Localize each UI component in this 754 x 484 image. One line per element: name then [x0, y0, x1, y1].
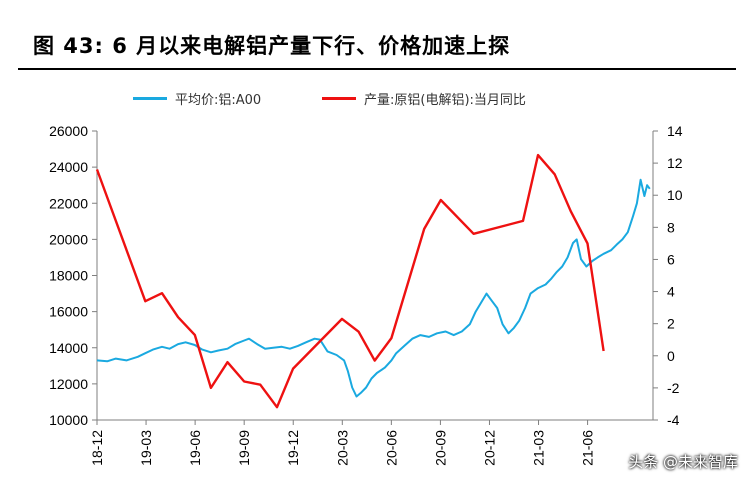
legend-swatch-output: [322, 97, 356, 100]
x-tick-label: 21-03: [531, 430, 547, 466]
legend-label-output: 产量:原铝(电解铝):当月同比: [364, 93, 526, 108]
y-right-tick-label: 12: [667, 155, 683, 171]
y-left-tick-label: 24000: [49, 159, 88, 175]
x-tick-label: 20-06: [383, 430, 399, 466]
y-left-tick-label: 14000: [49, 340, 88, 356]
watermark: 头条 @未来智库: [628, 453, 738, 471]
chart-legend: 平均价:铝:A00 产量:原铝(电解铝):当月同比: [0, 89, 754, 109]
y-right-tick-label: -2: [667, 380, 680, 396]
y-left-tick-label: 12000: [49, 376, 88, 392]
x-tick-label: 19-06: [187, 430, 203, 466]
x-tick-label: 19-03: [138, 430, 154, 466]
y-right-tick-label: 4: [667, 284, 675, 300]
x-tick-label: 19-09: [236, 430, 252, 466]
x-tick-label: 18-12: [89, 430, 105, 466]
y-left-tick-label: 18000: [49, 268, 88, 284]
y-right-tick-label: -4: [667, 412, 680, 428]
x-tick-label: 20-09: [432, 430, 448, 466]
y-right-tick-label: 2: [667, 316, 675, 332]
y-left-tick-label: 10000: [49, 412, 88, 428]
x-tick-label: 21-06: [580, 430, 596, 466]
axes: 10000 12000 14000 16000 18000 20000 22000 24000…: [49, 123, 683, 466]
series-line-aluminum-price: [96, 178, 651, 398]
y-left-tick-label: 16000: [49, 304, 88, 320]
y-right-tick-label: 10: [667, 187, 683, 203]
legend-item-price: 平均价:铝:A00: [133, 89, 261, 108]
y-right-tick-label: 14: [667, 123, 683, 139]
y-left-tick-label: 22000: [49, 195, 88, 211]
y-left-tick-label: 20000: [49, 231, 88, 247]
series-line-output-yoy: [95, 153, 605, 409]
y-right-tick-label: 8: [667, 219, 675, 235]
x-tick-label: 19-12: [285, 430, 301, 466]
x-tick-label: 20-03: [334, 430, 350, 466]
legend-swatch-price: [133, 97, 167, 100]
x-tick-label: 20-12: [481, 430, 497, 466]
y-left-tick-label: 26000: [49, 123, 88, 139]
title-rule: [18, 68, 736, 70]
figure-title: 图 43: 6 月以来电解铝产量下行、价格加速上探: [33, 34, 511, 58]
series-lines: [95, 153, 651, 409]
legend-item-output: 产量:原铝(电解铝):当月同比: [322, 89, 526, 108]
legend-label-price: 平均价:铝:A00: [175, 93, 262, 108]
y-right-tick-label: 0: [667, 348, 675, 364]
y-right-tick-label: 6: [667, 251, 675, 267]
